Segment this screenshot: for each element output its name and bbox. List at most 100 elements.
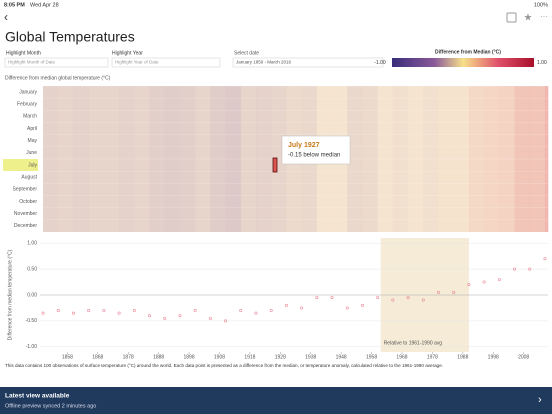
x-tick-label: 1998 [488, 354, 499, 360]
y-tick-label: 1.00 [27, 241, 37, 247]
tooltip [281, 135, 351, 165]
point [56, 309, 60, 313]
month-input[interactable] [4, 57, 109, 68]
month-label: June [26, 150, 37, 156]
point [102, 309, 106, 313]
date-input[interactable] [232, 57, 384, 68]
x-tick-label: 1968 [396, 354, 407, 360]
point [467, 283, 471, 287]
month-label: March [23, 114, 37, 120]
status-date: Wed Apr 28 [30, 2, 59, 8]
more-icon[interactable]: ··· [540, 12, 548, 21]
x-tick-label: 1898 [183, 354, 194, 360]
point [543, 257, 547, 261]
legend-tick-label: 1.00 [537, 60, 547, 66]
download-icon[interactable] [506, 12, 517, 23]
title: Global Temperatures [5, 29, 135, 45]
footer-text: This data contains 100 observations of s… [5, 363, 443, 368]
x-tick-label: 1868 [92, 354, 103, 360]
banner[interactable] [0, 387, 552, 414]
point [41, 311, 45, 315]
point [224, 319, 228, 323]
point [178, 314, 182, 318]
point [132, 309, 136, 313]
placeholder: Highlight Year of Date [115, 60, 159, 65]
point [360, 303, 364, 307]
status-time: 8:05 PM [4, 2, 25, 8]
point [315, 296, 319, 300]
y-tick-label: 0.50 [27, 266, 37, 272]
y-tick-label: 0.00 [27, 292, 37, 298]
x-tick-label: 1878 [123, 354, 134, 360]
month-label: October [19, 199, 37, 205]
month-label: December [14, 223, 37, 229]
filter-label: Highlight Month [6, 50, 41, 56]
point [193, 309, 197, 313]
legend-tick-label: -1.00 [374, 60, 386, 66]
back-button[interactable]: ‹ [4, 10, 8, 24]
x-tick-label: 1888 [153, 354, 164, 360]
x-tick-label: 1908 [214, 354, 225, 360]
banner-chevron[interactable]: › [538, 394, 542, 406]
point [406, 296, 410, 300]
point [71, 311, 75, 315]
month-label: February [17, 102, 38, 108]
month-highlight [3, 159, 38, 171]
month-label: November [14, 211, 37, 217]
point [497, 277, 501, 281]
point [528, 267, 532, 271]
month-label: August [21, 175, 37, 181]
point [482, 280, 486, 284]
point [163, 316, 167, 320]
point [87, 309, 91, 313]
filter-label: Select date [234, 50, 259, 56]
point [208, 316, 212, 320]
point [345, 306, 349, 310]
point [330, 296, 334, 300]
x-tick-label: 1918 [244, 354, 255, 360]
point [239, 309, 243, 313]
x-tick-label: 1948 [336, 354, 347, 360]
legend-title: Difference from Median (°C) [435, 49, 501, 55]
point [148, 314, 152, 318]
x-tick-label: 1938 [305, 354, 316, 360]
x-tick-label: 1958 [366, 354, 377, 360]
point [436, 290, 440, 294]
status-battery: 100% [534, 2, 548, 8]
favorite-icon[interactable]: ★ [524, 13, 533, 24]
tooltip-text: -0.15 below median [288, 153, 340, 159]
month-label: May [28, 138, 38, 144]
y-tick-label: -1.00 [26, 344, 38, 350]
tooltip-title: July 1927 [288, 142, 320, 149]
heatmap-label: Difference from median global temperatur… [5, 75, 111, 81]
x-tick-label: 1858 [62, 354, 73, 360]
y-tick-label: -0.50 [26, 318, 38, 324]
month-label: September [13, 187, 38, 193]
point [452, 290, 456, 294]
selected-cell[interactable] [272, 157, 278, 173]
month-label: April [27, 126, 37, 132]
y-axis-label: Difference from median temperature (°C) [7, 249, 13, 340]
band-label: Relative to 1961-1990 avg [384, 340, 443, 346]
legend-gradient [392, 58, 534, 67]
point [117, 311, 121, 315]
point [376, 296, 380, 300]
point [421, 298, 425, 302]
month-label: January [19, 89, 37, 95]
date-value: January 1850 - March 2016 [236, 60, 292, 65]
x-tick-label: 2008 [518, 354, 529, 360]
filter-label: Highlight Year [112, 50, 143, 56]
banner-title: Latest view available [5, 393, 70, 400]
year-input[interactable] [111, 57, 221, 68]
x-tick-label: 1928 [275, 354, 286, 360]
x-tick-label: 1978 [427, 354, 438, 360]
point [391, 298, 395, 302]
banner-subtitle: Offline preview synced 2 minutes ago [5, 403, 96, 409]
point [284, 303, 288, 307]
placeholder: Highlight Month of Date [8, 60, 56, 65]
x-tick-label: 1988 [457, 354, 468, 360]
point [513, 267, 517, 271]
point [269, 309, 273, 313]
